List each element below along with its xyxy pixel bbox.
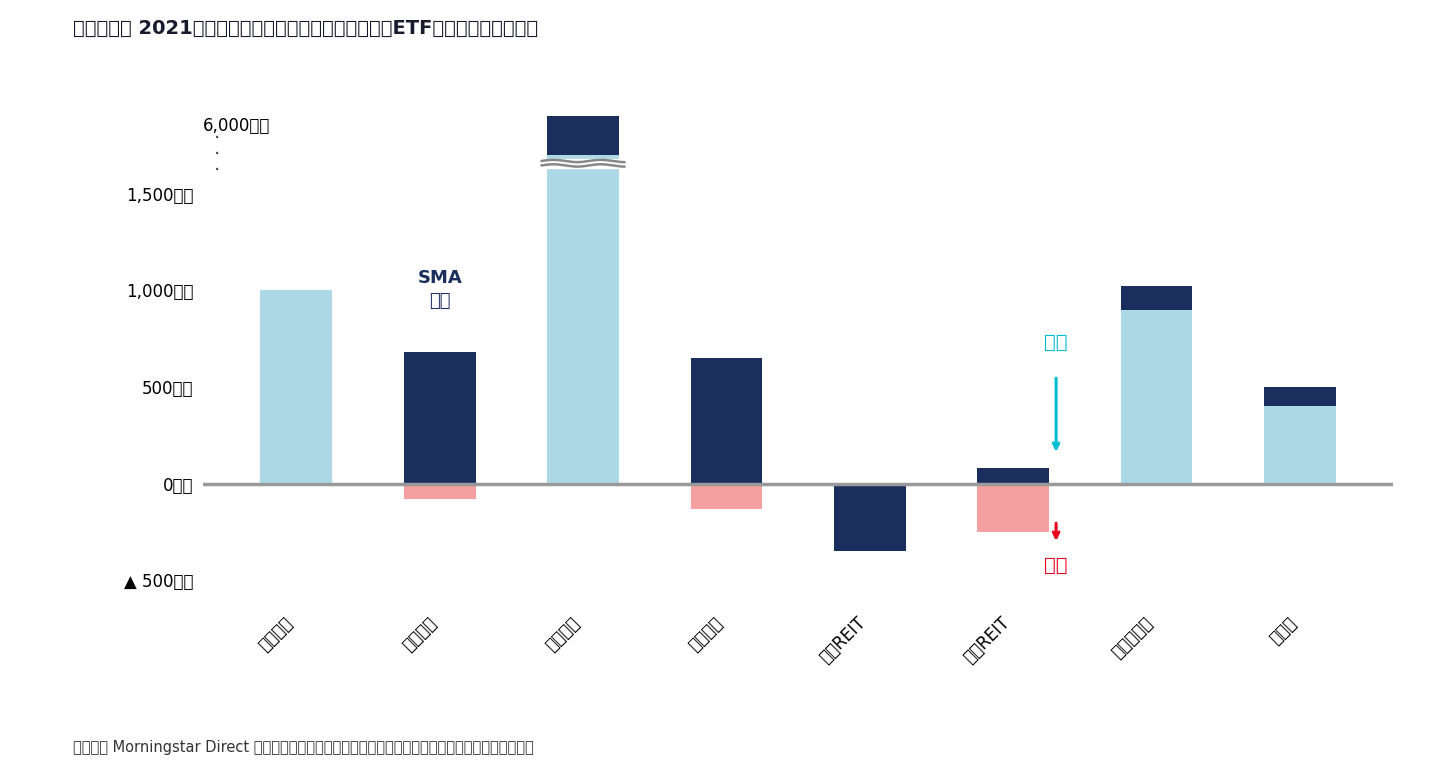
Text: SMA
専用: SMA 専用 bbox=[418, 269, 461, 310]
Bar bbox=[977, 468, 1049, 484]
Bar bbox=[1120, 286, 1193, 310]
Bar bbox=[261, 290, 332, 484]
Bar bbox=[403, 484, 476, 499]
Text: 6,000億円: 6,000億円 bbox=[203, 117, 270, 135]
Text: （資料） Morningstar Direct より作成。各資産クラスはイボットソン分類を用いてファンドを分類。: （資料） Morningstar Direct より作成。各資産クラスはイボット… bbox=[73, 740, 534, 755]
Bar bbox=[691, 358, 762, 484]
Bar bbox=[1264, 406, 1335, 484]
Bar bbox=[834, 484, 905, 551]
Bar bbox=[1264, 387, 1335, 406]
Text: 流入: 流入 bbox=[1045, 333, 1068, 352]
Text: ·
·
·: · · · bbox=[215, 129, 221, 180]
Bar bbox=[403, 352, 476, 484]
Bar bbox=[541, 159, 624, 168]
Bar bbox=[691, 484, 762, 509]
Bar bbox=[834, 484, 905, 522]
Bar bbox=[547, 116, 620, 155]
Bar bbox=[977, 484, 1049, 533]
Text: 【図表１】 2021年７月の日本籍追加型株式投信（除くETF）の推計資金流出入: 【図表１】 2021年７月の日本籍追加型株式投信（除くETF）の推計資金流出入 bbox=[73, 19, 538, 39]
Bar bbox=[547, 155, 620, 484]
Text: 流出: 流出 bbox=[1045, 556, 1068, 574]
Bar bbox=[1120, 310, 1193, 484]
